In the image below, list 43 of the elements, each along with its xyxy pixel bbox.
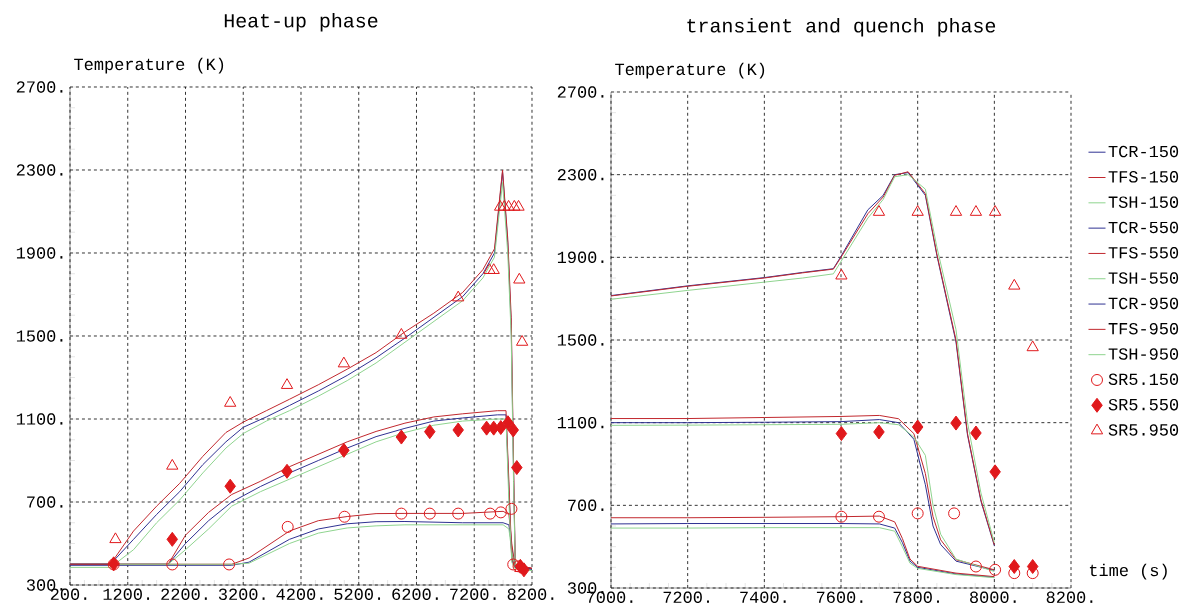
- legend-label: TCR-950: [1108, 297, 1179, 310]
- x-tick-label: 5200.: [334, 588, 381, 601]
- x-tick-label: 6200.: [392, 588, 438, 601]
- legend-label: TSH-150: [1108, 196, 1179, 208]
- chart-title: transient and quench phase: [687, 17, 996, 37]
- legend-label: TSH-950: [1108, 348, 1179, 360]
- x-tick-label: 7400.: [740, 591, 786, 604]
- legend-label: TFS-950: [1108, 322, 1179, 335]
- legend-label: TFS-550: [1108, 247, 1179, 259]
- y-tick-label: 700.: [568, 499, 604, 512]
- x-tick-label: 7200.: [450, 588, 496, 601]
- x-tick-label: 3200.: [218, 588, 265, 601]
- legend-label: SR5.950: [1108, 424, 1179, 436]
- y-tick-label: 700.: [27, 496, 63, 508]
- legend-label: SR5.550: [1108, 398, 1179, 411]
- y-tick-label: 2300.: [557, 168, 604, 181]
- legend-label: SR5.150: [1108, 373, 1179, 386]
- x-tick-label: 4200.: [276, 588, 323, 601]
- y-tick-label: 2700.: [557, 86, 604, 98]
- y-axis-title: Temperature (K): [74, 57, 224, 74]
- y-tick-label: 1500.: [557, 334, 604, 346]
- x-tick-label: 7600.: [816, 591, 863, 604]
- x-tick-label: 7800.: [893, 591, 939, 604]
- x-tick-label: 8200.: [507, 588, 554, 601]
- x-tick-label: 8000.: [970, 591, 1016, 604]
- x-tick-label: 8200.: [1046, 591, 1093, 604]
- y-tick-label: 1100.: [557, 416, 604, 429]
- y-axis-title: Temperature (K): [615, 62, 765, 79]
- y-tick-label: 1100.: [16, 413, 63, 425]
- legend-label: TSH-550: [1108, 272, 1179, 284]
- x-tick-label: 2200.: [161, 588, 207, 601]
- y-tick-label: 1500.: [16, 330, 63, 342]
- x-axis-title: time (s): [1089, 563, 1167, 580]
- legend-label: TCR-550: [1108, 221, 1179, 234]
- y-tick-label: 1900.: [16, 247, 63, 259]
- y-tick-label: 2700.: [16, 81, 63, 93]
- chart-title: Heat-up phase: [224, 12, 378, 32]
- legend-label: TCR-150: [1108, 145, 1179, 158]
- legend-label: TFS-150: [1108, 171, 1179, 183]
- y-tick-label: 2300.: [16, 164, 63, 176]
- y-tick-label: 1900.: [557, 251, 604, 264]
- x-tick-label: 1200.: [103, 588, 150, 601]
- x-tick-label: 7200.: [663, 591, 709, 604]
